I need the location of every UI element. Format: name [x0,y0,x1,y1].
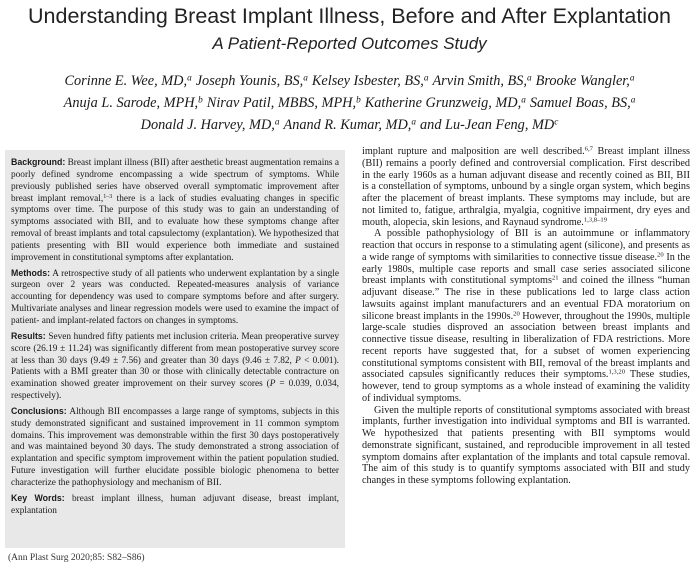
abstract-section: Background: Breast implant illness (BII)… [11,157,339,265]
citation-ref: 1,3,8–19 [583,216,608,224]
author-name: Joseph Younis, BS, [195,73,304,89]
author: Arvin Smith, BS,a [432,73,531,89]
author-line: Donald J. Harvey, MD,a Anand R. Kumar, MD… [0,114,699,136]
author: Anuja L. Sarode, MPH,b [64,95,203,111]
text-run: there is a lack of studies evaluating ch… [11,193,339,263]
paragraph: implant rupture and malposition are well… [362,146,690,228]
paragraph: A possible pathophysiology of BII is an … [362,228,690,404]
abstract-section: Conclusions: Although BII encompasses a … [11,406,339,490]
citation: (Ann Plast Surg 2020;85: S82–S86) [8,553,145,563]
text-run: = 0.039, 0.034, respectively). [11,379,339,402]
author: Anand R. Kumar, MD,a [283,117,416,133]
author: Katherine Grunzweig, MD,a [365,95,526,111]
author-name: Anand R. Kumar, MD, [283,117,412,133]
body-text: implant rupture and malposition are well… [362,146,690,487]
text-run: implant rupture and malposition are well… [362,146,585,157]
author-name: Arvin Smith, BS, [432,73,527,89]
citation-ref: 1,3,20 [608,368,626,376]
citation-ref: 6,7 [584,145,593,153]
affiliation: a [521,95,526,106]
author: Samuel Boas, BS,a [530,95,636,111]
author-name: Anuja L. Sarode, MPH, [63,95,199,111]
author-name: Samuel Boas, BS, [529,95,631,111]
text-run: Given the multiple reports of constituti… [362,404,690,487]
author: Nirav Patil, MBBS, MPH,b [207,95,361,111]
author-name: and Lu-Jean Feng, MD [420,117,555,133]
author-name: Brooke Wangler, [535,73,630,89]
affiliation: a [423,73,429,84]
italic-run: P [295,355,301,366]
affiliation: a [303,73,308,84]
author: Kelsey Isbester, BS,a [312,73,429,89]
author-name: Donald J. Harvey, MD, [140,117,275,133]
text-run: A possible pathophysiology of BII is an … [362,228,690,263]
text-run: Seven hundred fifty patients met inclusi… [11,331,339,366]
citation-ref: 20 [657,251,664,259]
affiliation: b [356,95,361,106]
text-run: In the early 1980s, multiple case report… [362,251,690,287]
text-run: < 0.001). Patients with a BMI greater th… [11,355,339,390]
paragraph: Given the multiple reports of constituti… [362,405,690,487]
paper-subtitle: A Patient-Reported Outcomes Study [212,34,487,53]
citation-ref: 21 [551,274,559,282]
author: Brooke Wangler,a [536,73,635,89]
italic-run: P [269,379,276,390]
text-run: However, throughout the 1990s, multiple … [362,310,690,381]
text-run: breast implant illness, human adjuvant d… [11,493,339,516]
abstract-box: Background: Breast implant illness (BII)… [5,150,345,548]
citation-ref: 1–3 [103,193,113,200]
author-name: Nirav Patil, MBBS, MPH, [206,95,357,111]
author-name: Kelsey Isbester, BS, [311,73,424,89]
text-run: Although BII encompasses a large range o… [11,406,340,488]
text-run: A retrospective study of all patients wh… [11,268,340,326]
author-line: Anuja L. Sarode, MPH,b Nirav Patil, MBBS,… [0,92,699,114]
affiliation: c [554,117,559,128]
affiliation: a [630,95,636,106]
section-label: Key Words: [11,492,65,503]
citation-ref: 20 [513,310,520,318]
affiliation: a [526,73,532,84]
section-label: Conclusions: [11,405,67,416]
text-run: These studies, however, tend to group sy… [362,369,690,404]
abstract-section: Key Words: breast implant illness, human… [11,493,339,518]
text-run: and coined the illness “human adjuvant d… [362,275,690,322]
affiliation: b [198,95,203,106]
text-run: Breast implant illness (BII) remains a p… [362,146,690,228]
abstract-section: Results: Seven hundred fifty patients me… [11,331,339,403]
affiliation: a [187,73,192,84]
paper-title: Understanding Breast Implant Illness, Be… [28,4,671,28]
author: Donald J. Harvey, MD,a [141,117,280,133]
section-label: Methods: [11,267,51,278]
author: Corinne E. Wee, MD,a [64,73,191,89]
author-line: Corinne E. Wee, MD,a Joseph Younis, BS,a K… [0,70,699,92]
section-label: Background: [11,157,66,167]
section-label: Results: [11,330,46,341]
abstract-section: Methods: A retrospective study of all pa… [11,268,339,328]
author-list: Corinne E. Wee, MD,a Joseph Younis, BS,a K… [0,70,699,136]
text-run: Breast implant illness (BII) after aesth… [11,158,340,204]
affiliation: a [629,73,635,84]
author: Joseph Younis, BS,a [196,73,308,89]
author-name: Corinne E. Wee, MD, [64,73,188,89]
affiliation: a [411,117,417,128]
author: and Lu-Jean Feng, MDc [420,117,558,133]
affiliation: a [274,117,280,128]
author-name: Katherine Grunzweig, MD, [364,95,522,111]
